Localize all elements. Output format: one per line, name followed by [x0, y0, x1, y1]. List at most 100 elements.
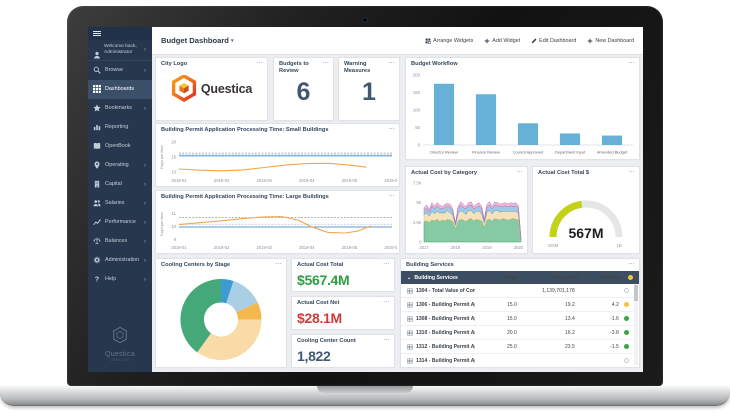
sidebar-item-operating[interactable]: Operating › — [88, 156, 152, 175]
panel-city-logo: City Logo ⋯ Questica — [155, 57, 268, 121]
svg-text:200: 200 — [413, 73, 421, 78]
svg-text:2019-06: 2019-06 — [384, 178, 397, 183]
panel-cooling-by-stage: Cooling Centers by Stage ⋯ — [155, 258, 287, 368]
status-dot — [623, 344, 629, 349]
caret-down-icon: ▾ — [230, 37, 234, 44]
row-label-text: 1310 - Building Permit Appli... — [416, 329, 475, 336]
status-dot — [623, 330, 629, 335]
svg-text:2019-04: 2019-04 — [299, 178, 315, 183]
cell-status — [619, 344, 634, 349]
sidebar-item-capital[interactable]: Capital › — [88, 175, 152, 194]
svg-text:Department Input: Department Input — [555, 150, 586, 155]
cell-status — [619, 288, 634, 293]
panel-budgets-to-review: Budgets to Review ⋯ 6 — [273, 57, 334, 121]
row-label: 1308 - Building Permit Appli... — [401, 316, 475, 322]
questica-outline-hexagon-icon — [113, 326, 127, 344]
row-grid-icon — [407, 344, 413, 350]
svg-text:2.5K: 2.5K — [413, 220, 422, 225]
sidebar-item-administration[interactable]: Administration › — [88, 251, 152, 270]
edit-dashboard-button[interactable]: Edit Dashboard — [531, 38, 576, 44]
new-dashboard-button[interactable]: New Dashboard — [587, 38, 634, 44]
menu-button[interactable] — [88, 27, 152, 40]
panel-menu-icon[interactable]: ⋯ — [383, 337, 390, 344]
sidebar-item-dashboards[interactable]: Dashboards — [88, 79, 152, 99]
panel-title: Cooling Centers by Stage — [161, 262, 231, 268]
budget-workflow-chart: 0 50 100 150 200 Director Review Finance Revie… — [408, 70, 637, 157]
chevron-right-icon: › — [143, 161, 146, 169]
small-buildings-chart: 10 15 20 2019-01 2019-02 2019-03 2019-04 2019-0… — [158, 136, 400, 184]
user-icon — [93, 46, 101, 59]
search-icon — [93, 66, 101, 75]
table-row[interactable]: 1312 - Building Permit Appli... 25.0 23.5 -… — [401, 340, 634, 354]
panel-menu-icon[interactable]: ⋯ — [383, 299, 390, 306]
panel-menu-icon[interactable]: ⋯ — [388, 60, 395, 67]
panel-menu-icon[interactable]: ⋯ — [275, 261, 282, 268]
button-label: Arrange Widgets — [433, 37, 474, 44]
sidebar-item-reporting[interactable]: Reporting — [88, 118, 152, 137]
panel-warning-measures: Warning Measures ⋯ 1 — [338, 57, 400, 121]
table-row[interactable]: 1308 - Building Permit Appli... 15.0 13.4 -… — [401, 312, 634, 326]
panel-menu-icon[interactable]: ⋯ — [628, 261, 635, 268]
panel-menu-icon[interactable]: ⋯ — [322, 60, 329, 67]
panel-menu-icon[interactable]: ⋯ — [256, 60, 263, 67]
panel-title: Actual Cost by Category — [411, 170, 478, 176]
collapse-icon[interactable]: ⌄ — [407, 274, 412, 281]
panel-menu-icon[interactable]: ⋯ — [388, 193, 395, 200]
cell-status — [619, 330, 634, 335]
logo-wordmark: Questica — [200, 81, 253, 96]
svg-text:2019-03: 2019-03 — [257, 245, 273, 250]
scrollbar-thumb[interactable] — [634, 285, 638, 301]
row-label-text: 1306 - Building Permit Appli... — [416, 301, 475, 308]
add-widget-button[interactable]: Add Widget — [484, 38, 520, 44]
table-row[interactable]: 1306 - Building Permit Appli... 15.0 19.2 4… — [401, 298, 634, 312]
topbar-actions: Arrange Widgets Add Widget Edit Dashboard N… — [425, 38, 634, 44]
panel-menu-icon[interactable]: ⋯ — [516, 169, 523, 176]
svg-text:Days per Item: Days per Item — [160, 145, 164, 169]
status-dot — [627, 275, 633, 280]
sidebar-item-label: Salaries — [105, 200, 125, 207]
panel-menu-icon[interactable]: ⋯ — [383, 261, 390, 268]
panel-cost-by-category: Actual Cost by Category ⋯ 0 2.5K 5K 7.5K 2017… — [405, 166, 528, 254]
sidebar-item-browse[interactable]: Browse › — [88, 61, 152, 80]
panel-menu-icon[interactable]: ⋯ — [628, 169, 635, 176]
button-label: Add Widget — [492, 37, 521, 44]
column-header-variance: Variance — [599, 274, 621, 281]
panel-menu-icon[interactable]: ⋯ — [388, 126, 395, 133]
sidebar-item-label: OpenBook — [105, 143, 131, 150]
panel-menu-icon[interactable]: ⋯ — [628, 60, 635, 67]
sidebar-item-bookmarks[interactable]: Bookmarks › — [88, 99, 152, 118]
panel-cooling-center-count: Cooling Center Count ⋯ 1,822 — [291, 334, 395, 368]
sidebar-item-label: Balances — [105, 238, 128, 245]
scale-icon — [93, 237, 101, 245]
row-grid-icon — [407, 358, 413, 364]
questica-hexagon-icon — [171, 74, 196, 102]
svg-text:2019-05: 2019-05 — [342, 178, 358, 183]
table-body: 1304 - Total Value of Constr... 1,139,701… — [401, 284, 634, 366]
panel-title: Actual Cost Total — [297, 262, 344, 268]
dashboard-title-dropdown[interactable]: Budget Dashboard ▾ — [161, 36, 233, 45]
sidebar-item-performance[interactable]: Performance › — [88, 213, 152, 232]
table-header[interactable]: ⌄ Building Services Target Projected Varianc… — [401, 271, 639, 284]
welcome-text: Welcome back, — [104, 44, 137, 49]
svg-text:0: 0 — [418, 143, 421, 148]
table-row[interactable]: 1310 - Building Permit Appli... 20.0 16.2 -… — [401, 326, 634, 340]
arrange-widgets-button[interactable]: Arrange Widgets — [425, 38, 473, 44]
row-grid-icon — [407, 302, 413, 308]
sidebar-item-label: Operating — [105, 162, 129, 169]
sidebar-item-balances[interactable]: Balances › — [88, 232, 152, 251]
sidebar-item-openbook[interactable]: OpenBook — [88, 137, 152, 156]
table-row[interactable]: 1314 - Building Permit Appli... — [401, 354, 634, 366]
sidebar-item-salaries[interactable]: Salaries › — [88, 194, 152, 213]
table-scrollbar[interactable] — [634, 284, 638, 365]
svg-text:2020: 2020 — [514, 245, 524, 250]
svg-text:Council Approved: Council Approved — [513, 150, 544, 155]
sidebar-item-profile[interactable]: Welcome back, Administrator › — [88, 40, 152, 61]
svg-text:1B: 1B — [616, 243, 621, 248]
sidebar-item-help[interactable]: ? Help › — [88, 270, 152, 289]
chevron-right-icon: › — [143, 104, 146, 112]
performance-icon — [93, 218, 101, 226]
row-label: 1314 - Building Permit Appli... — [401, 358, 475, 364]
cell-projected: 13.4 — [564, 315, 575, 322]
cell-variance: -3.8 — [610, 329, 619, 336]
table-row[interactable]: 1304 - Total Value of Constr... 1,139,701… — [401, 284, 634, 298]
